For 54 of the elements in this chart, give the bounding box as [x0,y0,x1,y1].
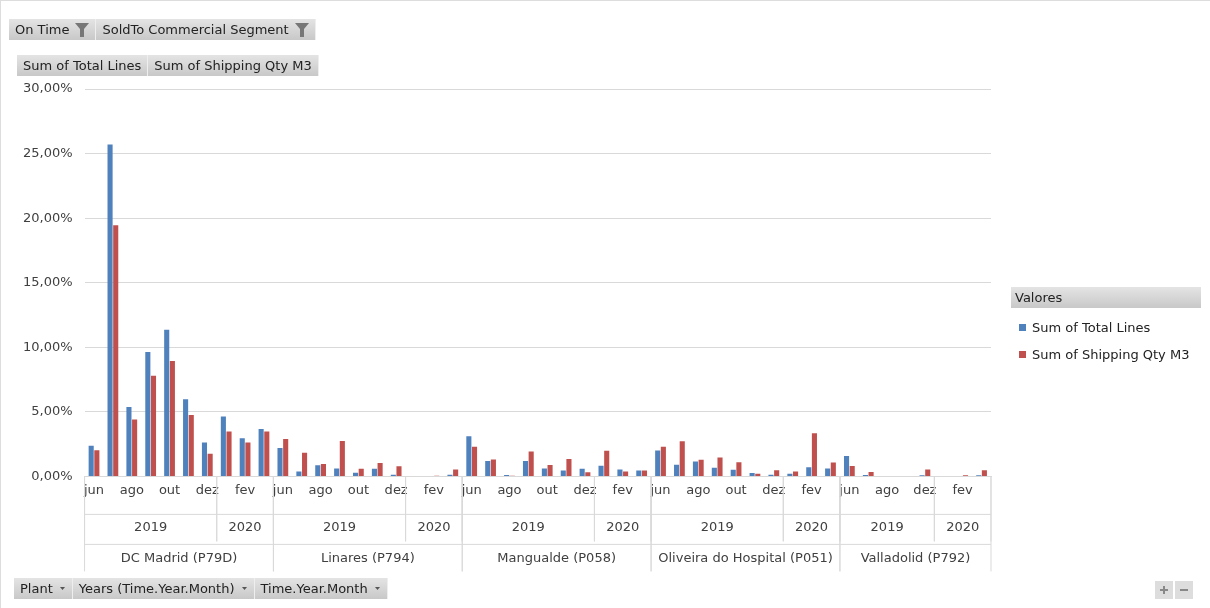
text: Years (Time.Year.Month) [78,581,235,596]
text: DC Madrid (P79D) [120,550,238,566]
text: 2020 [228,519,262,535]
text: 2020 [417,519,451,535]
legend-label: Sum of Total Lines [1032,320,1151,335]
x-tick-label: ago [875,481,900,497]
x-tick-label: jun [460,481,482,497]
x-tick-label: ago [686,481,711,497]
legend-label: Sum of Shipping Qty M3 [1032,347,1190,362]
text: 2019 [322,519,357,535]
y-tick-label: 15,00% [22,274,73,290]
x-tick-label: fev [801,481,823,497]
x-tick-label: ago [497,481,522,497]
y-tick-label: 20,00% [22,209,73,225]
text: Mangualde (P058) [497,550,616,566]
text: Oliveira do Hospital (P051) [658,550,833,566]
text: 2019 [134,519,168,535]
x-tick-label: out [347,481,370,497]
x-tick-label: out [158,481,181,497]
x-tick-label: fev [612,481,634,497]
x-tick-label: jun [82,481,105,497]
text: 2020 [946,519,980,535]
text: 2019 [870,519,904,535]
x-tick-label: jun [271,481,293,497]
x-tick-label: jun [649,481,671,497]
text: Sum of Total Lines [23,58,142,73]
x-tick-label: ago [119,481,144,497]
x-tick-label: jun [838,481,860,497]
y-tick-label: 5,00% [31,403,73,419]
text: 2020 [795,519,829,535]
text: 2019 [700,519,734,535]
text: On Time [15,22,70,37]
text: 2019 [511,519,545,535]
x-tick-label: fev [952,481,974,497]
y-tick-label: 10,00% [22,338,73,354]
x-tick-label: fev [234,481,256,497]
x-tick-label: dez [762,481,786,497]
x-tick-label: dez [195,481,220,497]
y-tick-label: 30,00% [22,80,73,96]
text: Valladolid (P792) [860,550,971,566]
legend-title: Valores [1011,287,1201,308]
y-tick-label: 25,00% [22,144,73,160]
x-tick-label: dez [913,481,937,497]
x-tick-label: out [536,481,558,497]
text: Plant [20,581,53,596]
text: Time.Year.Month [260,581,368,596]
text: SoldTo Commercial Segment [102,22,289,37]
text: Sum of Shipping Qty M3 [154,58,312,73]
text: 2020 [606,519,640,535]
x-tick-label: out [725,481,747,497]
y-tick-label: 0,00% [31,467,73,483]
x-tick-label: ago [308,481,333,497]
x-tick-label: fev [423,481,445,497]
text: Linares (P794) [320,550,415,566]
